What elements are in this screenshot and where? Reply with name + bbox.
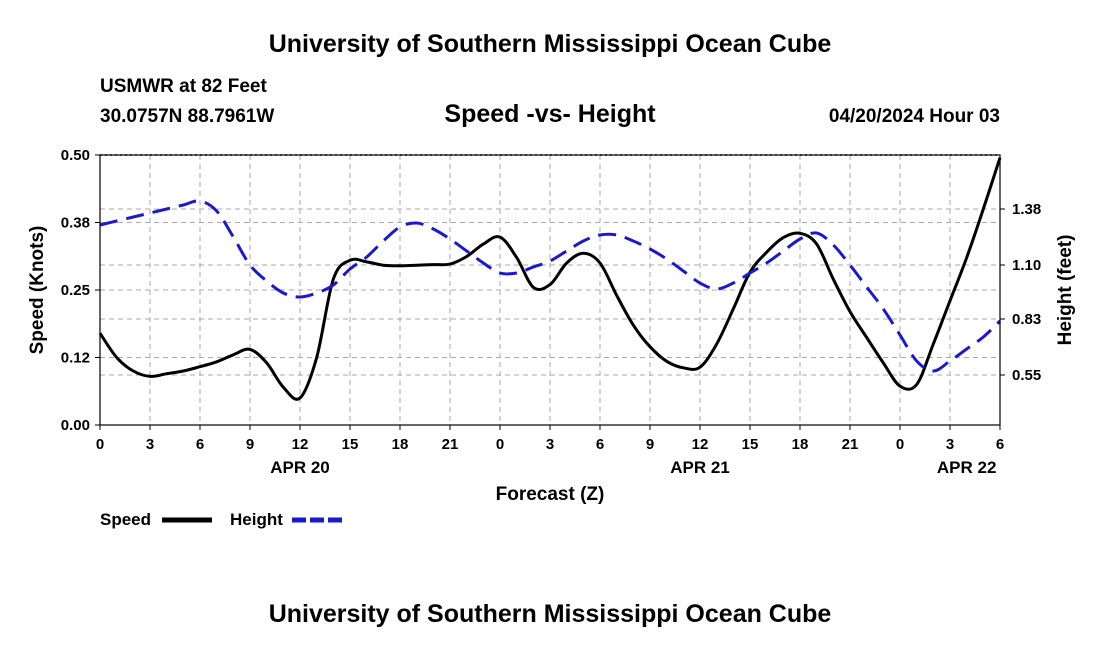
legend-label-speed: Speed <box>100 510 151 529</box>
y-tick-label: 0.00 <box>61 417 90 434</box>
x-tick-label: 0 <box>896 436 904 453</box>
station-coordinates: 30.0757N 88.7961W <box>100 106 275 127</box>
y-axis-label-right: Height (feet) <box>1055 235 1076 346</box>
chart-legend: Speed Height <box>100 510 342 529</box>
x-tick-label: 3 <box>946 436 954 453</box>
forecast-datetime: 04/20/2024 Hour 03 <box>828 106 1000 127</box>
x-tick-label: 21 <box>442 436 459 453</box>
x-tick-label: 9 <box>246 436 254 453</box>
x-tick-label: 6 <box>596 436 604 453</box>
y-tick-label: 0.38 <box>61 215 90 232</box>
x-tick-label: 9 <box>646 436 654 453</box>
x-tick-label: 12 <box>292 436 309 453</box>
x-tick-label: 18 <box>392 436 409 453</box>
x-tick-label: 6 <box>996 436 1004 453</box>
date-label: APR 21 <box>670 458 730 477</box>
x-tick-label: 21 <box>842 436 859 453</box>
station-label: USMWR at 82 Feet <box>100 76 267 97</box>
y2-tick-label: 0.83 <box>1012 311 1041 328</box>
date-label: APR 22 <box>937 458 997 477</box>
y2-tick-label: 0.55 <box>1012 367 1041 384</box>
x-tick-label: 6 <box>196 436 204 453</box>
y-axis-label-left: Speed (Knots) <box>27 226 48 355</box>
y-tick-label: 0.12 <box>61 350 90 367</box>
x-tick-label: 15 <box>342 436 359 453</box>
x-tick-label: 15 <box>742 436 759 453</box>
legend-label-height: Height <box>230 510 283 529</box>
y2-tick-label: 1.38 <box>1012 201 1041 218</box>
x-tick-label: 3 <box>546 436 554 453</box>
x-axis-label: Forecast (Z) <box>496 484 605 505</box>
footer-title: University of Southern Mississippi Ocean… <box>268 600 832 628</box>
chart-series <box>98 157 1002 401</box>
chart-title: Speed -vs- Height <box>444 100 656 128</box>
speed-series-line <box>98 157 1002 401</box>
x-tick-label: 0 <box>96 436 104 453</box>
y-tick-label: 0.25 <box>61 282 90 299</box>
x-tick-label: 12 <box>692 436 709 453</box>
chart-grid <box>100 154 1000 425</box>
y-tick-label: 0.50 <box>61 147 90 164</box>
x-tick-label: 0 <box>496 436 504 453</box>
chart-axes: 0 3 6 9 12 15 18 21 0 3 6 9 12 15 18 21 0 3 6 APR 20 APR 21 A… <box>61 147 1041 477</box>
date-label: APR 20 <box>270 458 330 477</box>
x-tick-label: 18 <box>792 436 809 453</box>
page-title: University of Southern Mississippi Ocean… <box>268 30 832 58</box>
y2-tick-label: 1.10 <box>1012 257 1041 274</box>
x-tick-label: 3 <box>146 436 154 453</box>
